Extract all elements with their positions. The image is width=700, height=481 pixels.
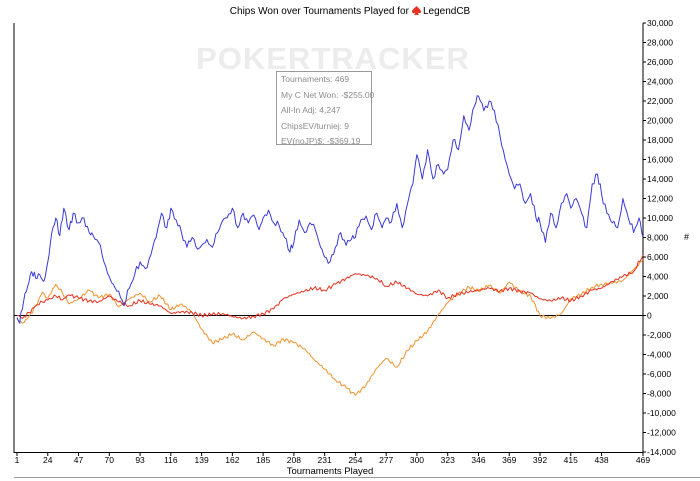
- y-tick-label: 8,000: [647, 233, 669, 243]
- x-tick-label: 369: [502, 455, 516, 465]
- x-tick-label: 70: [105, 455, 115, 465]
- y-tick-label: 4,000: [647, 272, 669, 282]
- y-tick-label: 30,000: [647, 18, 673, 28]
- y-tick-label: -12,000: [647, 428, 676, 438]
- x-tick-label: 116: [164, 455, 178, 465]
- tooltip-line: EV(noJP)$: -$369.19: [281, 136, 361, 146]
- series-line: [17, 254, 644, 320]
- x-tick-label: 300: [410, 455, 424, 465]
- x-tick-label: 1: [15, 455, 20, 465]
- y-tick-label: 28,000: [647, 38, 673, 48]
- chart-title: Chips Won over Tournaments Played for Leg…: [0, 6, 700, 17]
- y-tick-label: 0: [647, 311, 652, 321]
- y-tick-label: -8,000: [647, 389, 671, 399]
- tooltip-line: My C Net Won: -$255.00: [281, 89, 375, 100]
- y-tick-label: -4,000: [647, 350, 671, 360]
- x-tick-label: 24: [43, 455, 53, 465]
- spade-logo-icon: [411, 6, 421, 15]
- x-axis-ticks: 1 24 47 70 93 116 139 162 185 208 231 254 277 300 323 3…: [15, 452, 650, 465]
- hover-tooltip: Tournaments: 469 My C Net Won: -$255.00 …: [276, 71, 375, 146]
- x-axis-label: Tournaments Played: [286, 466, 374, 477]
- tooltip-line: ChipsEV/turniej: 9: [281, 120, 350, 131]
- x-tick-label: 93: [135, 455, 145, 465]
- x-tick-label: 438: [594, 455, 608, 465]
- axes: [13, 23, 644, 453]
- y-tick-label: -6,000: [647, 369, 671, 379]
- y-tick-label: 10,000: [647, 213, 673, 223]
- x-tick-label: 469: [636, 455, 650, 465]
- x-tick-label: 185: [256, 455, 270, 465]
- series-line: [16, 95, 644, 324]
- y-tick-label: -10,000: [647, 408, 676, 418]
- y-tick-label: 22,000: [647, 96, 673, 106]
- y-tick-label: -14,000: [647, 447, 676, 457]
- y-tick-label: 2,000: [647, 291, 669, 301]
- x-tick-label: 139: [194, 455, 208, 465]
- y-tick-label: 20,000: [647, 116, 673, 126]
- x-tick-label: 323: [441, 455, 455, 465]
- x-tick-label: 208: [287, 455, 301, 465]
- y-axis-ticks: 30,000 28,000 26,000 24,000 22,000 20,000 18,0…: [643, 18, 676, 457]
- x-tick-label: 346: [471, 455, 485, 465]
- player-name: LegendCB: [422, 6, 471, 17]
- y-tick-label: 18,000: [647, 135, 673, 145]
- series-layer: [16, 95, 644, 396]
- x-tick-label: 162: [225, 455, 239, 465]
- bottom-divider: [14, 477, 700, 478]
- watermark: POKERTRACKER: [196, 41, 470, 76]
- x-tick-label: 415: [564, 455, 578, 465]
- y-tick-label: -2,000: [647, 330, 671, 340]
- chart-title-text: Chips Won over Tournaments Played for: [229, 6, 409, 17]
- x-tick-label: 254: [348, 455, 362, 465]
- y-tick-label: 26,000: [647, 57, 673, 67]
- tooltip-line: Tournaments: 469: [281, 74, 350, 84]
- x-tick-label: 277: [379, 455, 393, 465]
- x-tick-label: 231: [318, 455, 332, 465]
- x-tick-label: 47: [74, 455, 84, 465]
- x-tick-label: 392: [533, 455, 547, 465]
- y-tick-label: 14,000: [647, 174, 673, 184]
- y-tick-label: 12,000: [647, 194, 673, 204]
- tooltip-line: All-In Adj: 4,247: [281, 105, 341, 115]
- y-tick-label: 24,000: [647, 77, 673, 87]
- y-tick-label: 6,000: [647, 252, 669, 262]
- y-tick-label: 16,000: [647, 155, 673, 165]
- y-axis-unit: #: [684, 232, 690, 242]
